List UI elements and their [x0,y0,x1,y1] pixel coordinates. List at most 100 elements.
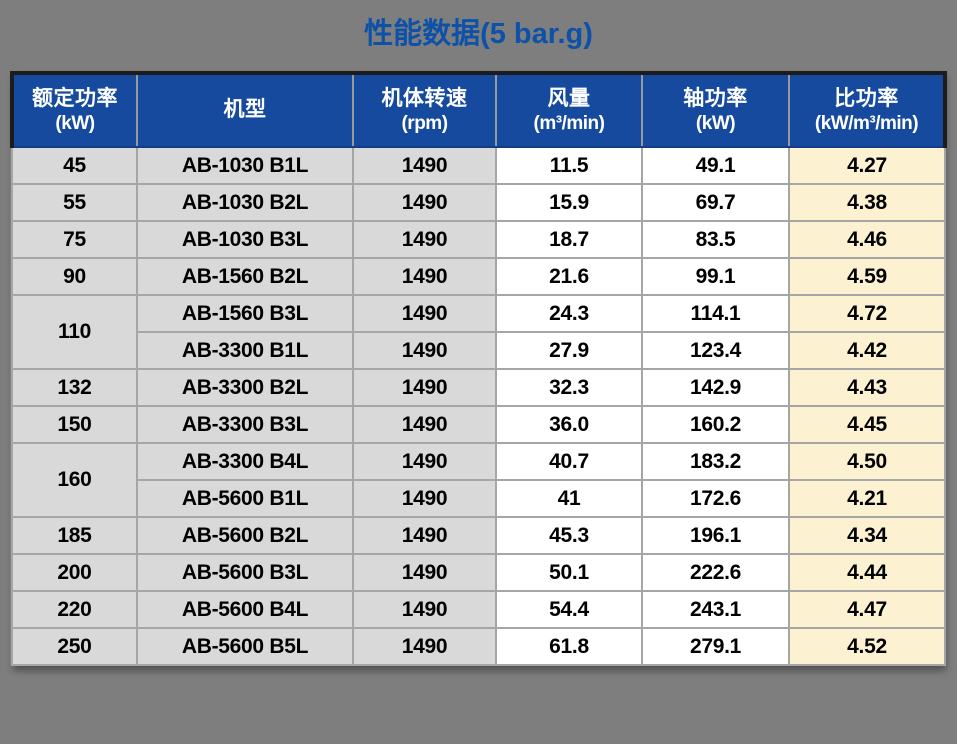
col-header-label: 机型 [223,98,267,122]
flow-cell: 40.7 [495,442,643,481]
flow-cell: 50.1 [495,553,643,592]
performance-table: 额定功率 (kW) 机型 机体转速 (rpm) 风量 (m³/min) 轴功率 [10,71,947,666]
table-row: 90 AB-1560 B2L 1490 21.6 99.1 4.59 [11,257,946,296]
col-header-unit: (rpm) [401,112,448,134]
rated-power-cell: 250 [11,627,138,666]
rated-power-cell: 110 [11,294,138,370]
specific-power-cell: 4.45 [788,405,946,444]
table-row: 110 AB-1560 B3L 1490 24.3 114.1 4.72 [11,294,946,370]
rated-power-cell: 200 [11,553,138,592]
specific-power-cell: 4.50 [788,442,946,481]
specific-power-cell: 4.34 [788,516,946,555]
rated-power-cell: 45 [11,146,138,185]
specific-power-cell: 4.47 [788,590,946,629]
col-header-label: 风量 [547,86,591,110]
flow-cell: 41 [495,479,643,518]
col-header-unit: (kW) [695,112,736,134]
flow-cell: 45.3 [495,516,643,555]
rpm-cell: 1490 [352,516,497,555]
model-cell: AB-5600 B3L [136,553,354,592]
rated-power-cell: 75 [11,220,138,259]
col-header-unit: (kW/m³/min) [814,112,919,134]
header-row: 额定功率 (kW) 机型 机体转速 (rpm) 风量 (m³/min) 轴功率 [10,71,947,148]
specific-power-cell: 4.38 [788,183,946,222]
rpm-cell: 1490 [352,183,497,222]
model-cell: AB-1560 B3L [136,294,354,333]
shaft-power-cell: 196.1 [641,516,790,555]
table-row: 150 AB-3300 B3L 1490 36.0 160.2 4.45 [11,405,946,444]
col-header-model: 机型 [136,71,354,148]
rated-power-cell: 90 [11,257,138,296]
rpm-cell: 1490 [352,331,497,370]
table-row: 185 AB-5600 B2L 1490 45.3 196.1 4.34 [11,516,946,555]
rated-power-cell: 132 [11,368,138,407]
specific-power-cell: 4.43 [788,368,946,407]
col-header-rated-power: 额定功率 (kW) [10,71,138,148]
col-header-label: 额定功率 [32,86,118,110]
specific-power-cell: 4.52 [788,627,946,666]
col-header-label: 比功率 [834,86,899,110]
rated-power-cell: 150 [11,405,138,444]
model-cell: AB-3300 B4L [136,442,354,481]
model-cell: AB-1030 B2L [136,183,354,222]
rated-power-cell: 220 [11,590,138,629]
table-row: 55 AB-1030 B2L 1490 15.9 69.7 4.38 [11,183,946,222]
specific-power-cell: 4.46 [788,220,946,259]
model-cell: AB-5600 B5L [136,627,354,666]
col-header-rotation-speed: 机体转速 (rpm) [352,71,497,148]
model-cell: AB-1560 B2L [136,257,354,296]
flow-cell: 11.5 [495,146,643,185]
flow-cell: 32.3 [495,368,643,407]
shaft-power-cell: 243.1 [641,590,790,629]
shaft-power-cell: 49.1 [641,146,790,185]
shaft-power-cell: 222.6 [641,553,790,592]
specific-power-cell: 4.59 [788,257,946,296]
model-cell: AB-3300 B3L [136,405,354,444]
rpm-cell: 1490 [352,405,497,444]
col-header-unit: (m³/min) [533,112,605,134]
model-cell: AB-5600 B4L [136,590,354,629]
flow-cell: 24.3 [495,294,643,333]
table-row: 132 AB-3300 B2L 1490 32.3 142.9 4.43 [11,368,946,407]
model-cell: AB-1030 B3L [136,220,354,259]
rated-power-cell: 55 [11,183,138,222]
rpm-cell: 1490 [352,479,497,518]
flow-cell: 36.0 [495,405,643,444]
model-cell: AB-5600 B1L [136,479,354,518]
flow-cell: 27.9 [495,331,643,370]
flow-cell: 15.9 [495,183,643,222]
rpm-cell: 1490 [352,627,497,666]
specific-power-cell: 4.21 [788,479,946,518]
rpm-cell: 1490 [352,553,497,592]
table-body: 45 AB-1030 B1L 1490 11.5 49.1 4.27 55 AB-1030 B… [11,146,946,666]
col-header-label: 轴功率 [683,86,748,110]
rpm-cell: 1490 [352,257,497,296]
rpm-cell: 1490 [352,590,497,629]
col-header-unit: (kW) [55,112,95,134]
table-row: AB-3300 B1L 1490 27.9 123.4 4.42 [12,331,946,370]
shaft-power-cell: 69.7 [641,183,790,222]
table-row: 250 AB-5600 B5L 1490 61.8 279.1 4.52 [11,627,946,666]
table-row: 220 AB-5600 B4L 1490 54.4 243.1 4.47 [11,590,946,629]
specific-power-cell: 4.44 [788,553,946,592]
table-row: 200 AB-5600 B3L 1490 50.1 222.6 4.44 [11,553,946,592]
shaft-power-cell: 114.1 [641,294,790,333]
table-row: 45 AB-1030 B1L 1490 11.5 49.1 4.27 [11,146,946,185]
flow-cell: 61.8 [495,627,643,666]
col-header-specific-power: 比功率 (kW/m³/min) [788,71,947,148]
performance-table-container: 额定功率 (kW) 机型 机体转速 (rpm) 风量 (m³/min) 轴功率 [10,71,947,666]
page-title: 性能数据(5 bar.g) [364,18,593,50]
table-row: AB-5600 B1L 1490 41 172.6 4.21 [12,479,946,518]
table-row: 75 AB-1030 B3L 1490 18.7 83.5 4.46 [11,220,946,259]
model-cell: AB-3300 B1L [136,331,354,370]
shaft-power-cell: 142.9 [641,368,790,407]
col-header-label: 机体转速 [381,86,468,110]
rpm-cell: 1490 [352,146,497,185]
col-header-air-flow: 风量 (m³/min) [495,71,643,148]
specific-power-cell: 4.72 [788,294,946,333]
shaft-power-cell: 160.2 [641,405,790,444]
specific-power-cell: 4.27 [788,146,946,185]
specific-power-cell: 4.42 [788,331,946,370]
model-cell: AB-3300 B2L [136,368,354,407]
flow-cell: 21.6 [495,257,643,296]
